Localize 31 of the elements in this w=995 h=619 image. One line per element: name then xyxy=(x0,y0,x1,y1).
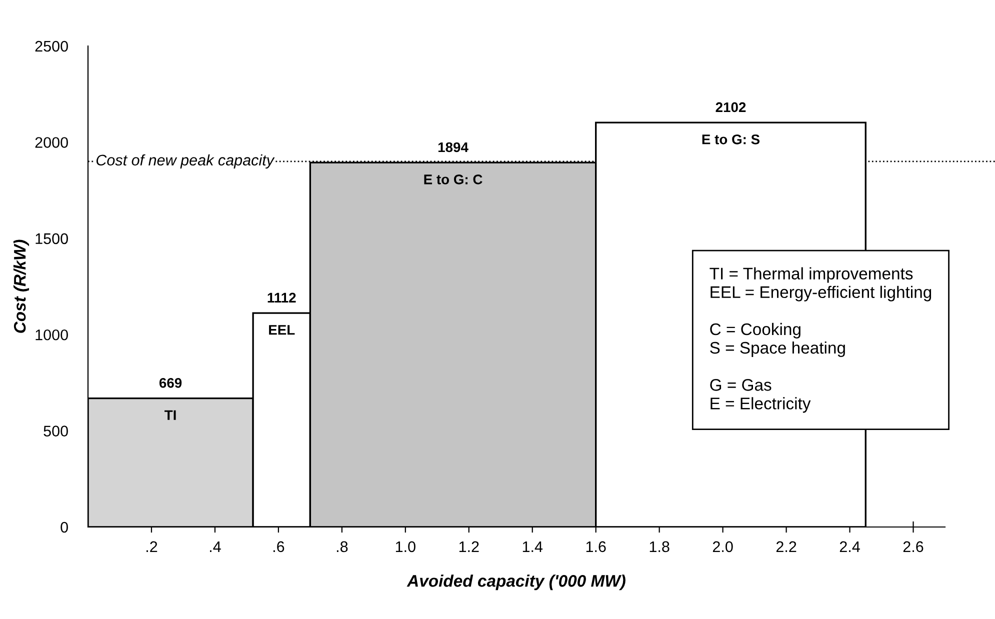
x-tick-label: 1.4 xyxy=(522,541,543,552)
text: TI = Thermal improvements EEL = Energy-efficient lighting C = Cooking S = Space heating G = Gas E = Electricity xyxy=(710,267,932,413)
x-tick-label: 2.0 xyxy=(712,541,733,552)
y-axis-title: Cost (R/kW) xyxy=(13,240,30,333)
x-tick-label: .4 xyxy=(210,541,221,552)
y-tick-label: 500 xyxy=(44,426,68,436)
x-axis-title: Avoided capacity ('000 MW) xyxy=(406,574,626,590)
annotation: EEL xyxy=(269,325,295,335)
annotation: E to G: S xyxy=(702,134,760,144)
x-tick-label: 1.8 xyxy=(650,541,670,552)
y-tick-label: 2000 xyxy=(35,137,68,148)
x-tick-label: 2.2 xyxy=(776,541,796,552)
y-tick-label: 1000 xyxy=(36,329,68,340)
x-tick-label: 1.6 xyxy=(586,541,606,552)
x-tick-label: 2.4 xyxy=(840,541,860,552)
y-tick-label: 2500 xyxy=(35,40,68,52)
x-tick-label: .2 xyxy=(146,541,158,552)
data-label: 1112 xyxy=(268,292,296,302)
x-tick-label: 1.0 xyxy=(396,541,416,552)
ref-line-label: Cost of new peak capacity xyxy=(96,154,275,169)
x-tick-label: .8 xyxy=(336,541,348,552)
y-tick-label: 1500 xyxy=(36,233,68,244)
y-tick-label: 0 xyxy=(60,522,68,533)
annotation: E to G: C xyxy=(424,174,482,184)
data-label: 2102 xyxy=(716,102,746,112)
annotation: TI xyxy=(164,410,176,420)
x-tick-label: 2.6 xyxy=(903,541,924,552)
data-label: 669 xyxy=(159,378,182,388)
x-tick-label: .6 xyxy=(273,541,284,552)
data-label: 1894 xyxy=(438,142,468,152)
x-tick-label: 1.2 xyxy=(459,541,479,552)
